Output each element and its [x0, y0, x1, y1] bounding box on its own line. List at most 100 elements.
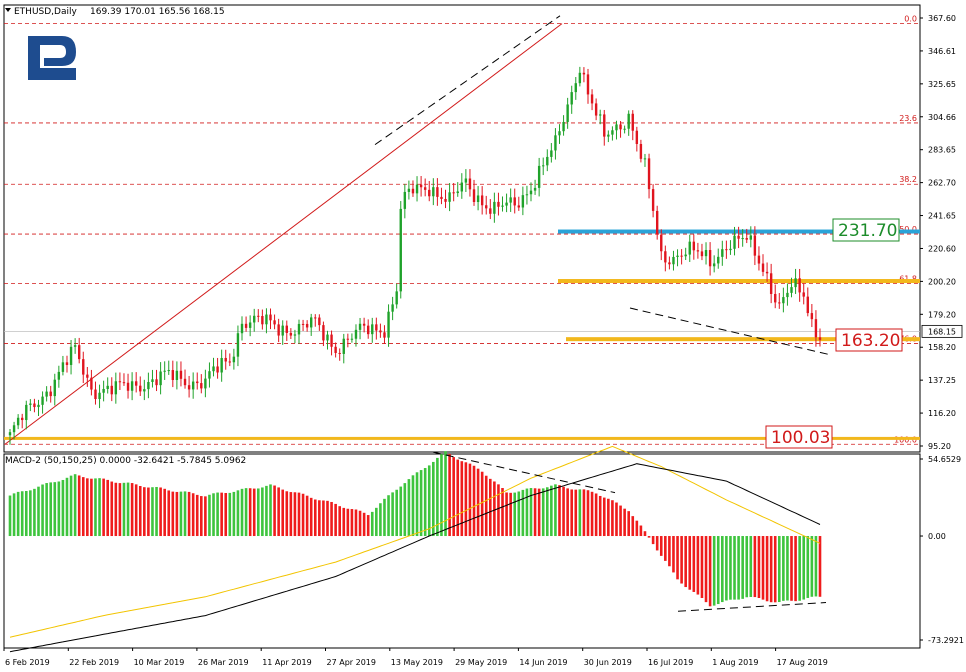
macd-histogram-bar	[773, 536, 777, 603]
candle-body	[485, 205, 488, 209]
candle-body	[814, 319, 818, 338]
price-tick-label: 346.61	[928, 47, 956, 56]
macd-histogram-bar	[533, 488, 537, 537]
candle-body	[546, 156, 549, 166]
candle-body	[493, 201, 496, 214]
macd-histogram-bar	[20, 491, 24, 537]
macd-histogram-bar	[252, 488, 256, 537]
candle-body	[183, 378, 187, 386]
candle-body	[285, 325, 288, 333]
macd-histogram-bar	[16, 491, 20, 537]
candle-body	[399, 208, 402, 292]
macd-histogram-bar	[627, 511, 630, 537]
candle-body	[139, 385, 142, 392]
candle-body	[110, 385, 113, 395]
macd-histogram-bar	[305, 495, 309, 537]
macd-histogram-bar	[806, 536, 810, 598]
candle-body	[452, 192, 455, 194]
macd-histogram-bar	[293, 492, 297, 537]
macd-histogram-bar	[643, 531, 647, 537]
macd-histogram-bar	[204, 496, 207, 537]
candle-body	[407, 188, 411, 192]
candle-body	[69, 346, 73, 365]
macd-histogram-bar	[721, 536, 724, 603]
macd-histogram-bar	[41, 484, 44, 537]
candle-body	[542, 165, 545, 167]
candle-body	[134, 381, 138, 386]
dropdown-triangle-icon[interactable]	[5, 8, 11, 12]
candle-body	[664, 251, 667, 263]
candle-body	[774, 293, 777, 303]
price-tick-label: 116.20	[928, 409, 956, 418]
macd-histogram-bar	[484, 475, 488, 537]
macd-histogram-bar	[90, 478, 93, 537]
candle-body	[314, 317, 317, 319]
candle-body	[798, 278, 801, 293]
current-price-box	[921, 324, 963, 338]
candle-body	[423, 187, 427, 190]
candle-body	[505, 202, 508, 206]
macd-histogram-bar	[782, 536, 785, 601]
candle-body	[21, 417, 24, 421]
candle-body	[379, 330, 382, 333]
candle-body	[594, 103, 598, 116]
macd-divergence-top	[432, 451, 616, 494]
macd-histogram-bar	[130, 483, 134, 537]
macd-histogram-bar	[655, 536, 659, 551]
candle-body	[29, 403, 32, 405]
candle-body	[415, 184, 419, 194]
candle-body	[265, 314, 268, 325]
candle-body	[599, 114, 602, 116]
macd-histogram-bar	[489, 478, 492, 537]
macd-histogram-bar	[452, 457, 455, 537]
macd-histogram-bar	[240, 488, 244, 537]
macd-histogram-bar	[24, 490, 28, 537]
candle-body	[708, 250, 712, 267]
candle-body	[721, 249, 724, 257]
macd-histogram-bar	[346, 508, 350, 537]
candle-body	[647, 158, 651, 190]
macd-histogram-bar	[29, 490, 32, 537]
macd-panel-frame	[3, 453, 921, 649]
macd-histogram-bar	[725, 536, 728, 601]
macd-histogram-bar	[517, 491, 521, 537]
candle-body	[440, 196, 443, 199]
macd-histogram-bar	[602, 497, 606, 537]
macd-histogram-bar	[273, 485, 276, 537]
trendline-red	[4, 23, 563, 445]
macd-histogram-bar	[98, 478, 101, 537]
macd-histogram-bar	[598, 495, 602, 537]
candle-body	[513, 197, 516, 206]
date-tick-label: 30 Jun 2019	[584, 658, 632, 667]
candle-body	[114, 381, 118, 395]
price-tick-label: 367.60	[928, 14, 956, 23]
candle-body	[586, 74, 590, 95]
candle-body	[236, 333, 240, 357]
candle-body	[387, 311, 390, 338]
macd-histogram-bar	[122, 482, 126, 537]
candle-body	[90, 377, 93, 390]
candle-body	[102, 388, 105, 393]
annotation-label: 231.70	[838, 221, 897, 241]
date-tick-label: 26 Mar 2019	[198, 658, 249, 667]
macd-histogram-bar	[220, 492, 223, 537]
macd-histogram-bar	[403, 483, 407, 537]
macd-histogram-bar	[81, 477, 85, 537]
candle-body	[82, 359, 85, 375]
candle-body	[375, 324, 378, 331]
macd-tick-label: -73.2921	[928, 636, 964, 645]
macd-histogram-bar	[358, 510, 362, 537]
candle-body	[529, 190, 533, 195]
macd-histogram-bar	[509, 492, 512, 537]
macd-histogram-bar	[623, 508, 626, 537]
candle-body	[334, 346, 337, 353]
macd-histogram-bar	[301, 493, 305, 537]
macd-histogram-bar	[480, 471, 484, 537]
candle-body	[480, 195, 484, 206]
candle-body	[77, 345, 81, 360]
fib-label: 0.0	[904, 15, 917, 24]
macd-histogram-bar	[114, 482, 118, 537]
candle-body	[607, 134, 610, 137]
candle-body	[45, 391, 48, 397]
